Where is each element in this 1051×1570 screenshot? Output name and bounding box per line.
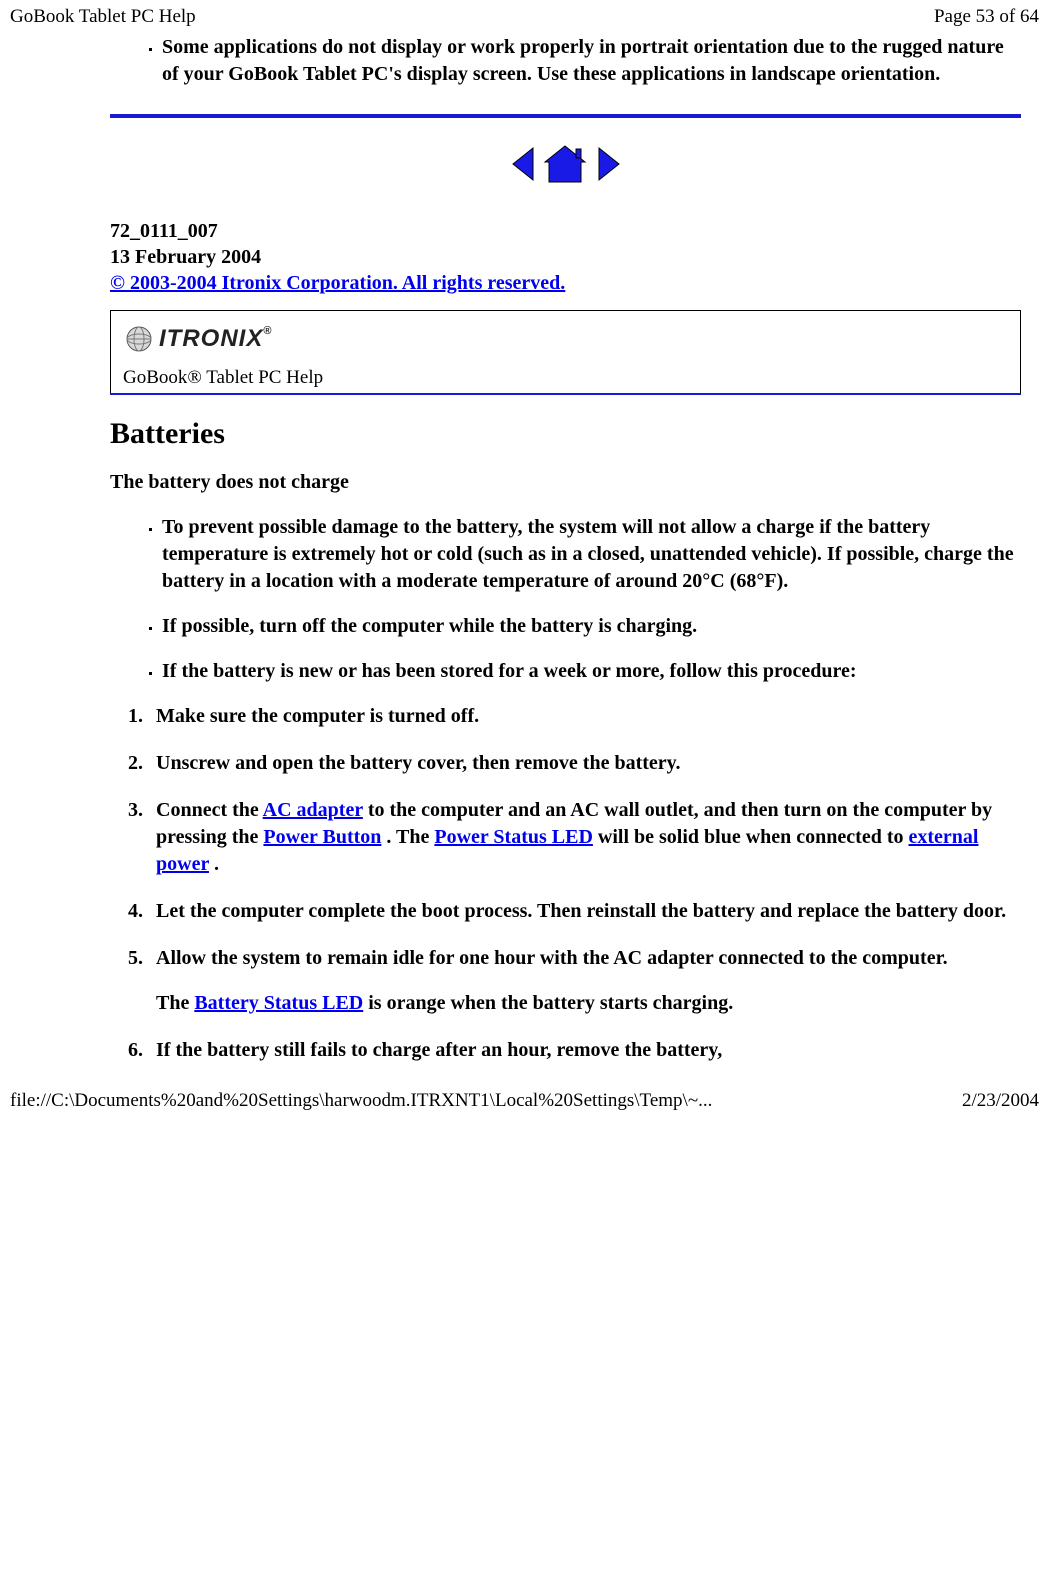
step-text: will be solid blue when connected to — [593, 826, 909, 848]
footer-left: file://C:\Documents%20and%20Settings\har… — [10, 1090, 712, 1112]
step-text: Connect the — [156, 799, 263, 821]
brand-logo: ITRONIX® — [121, 319, 1010, 355]
brand-name: ITRONIX — [159, 325, 263, 352]
step-item: Make sure the computer is turned off. — [148, 703, 1021, 730]
step-item: Allow the system to remain idle for one … — [148, 945, 1021, 1017]
header-right: Page 53 of 64 — [934, 6, 1039, 28]
divider-thin — [110, 393, 1021, 395]
nav-icons — [110, 144, 1021, 184]
power-button-link[interactable]: Power Button — [263, 826, 381, 848]
doc-date: 13 February 2004 — [110, 244, 1021, 270]
top-note-bullet: Some applications do not display or work… — [162, 34, 1021, 88]
step-item: Connect the AC adapter to the computer a… — [148, 797, 1021, 878]
brand-reg: ® — [263, 325, 272, 337]
footer-right: 2/23/2004 — [962, 1090, 1039, 1112]
bullet-item: If possible, turn off the computer while… — [162, 613, 1021, 640]
step-text: . — [209, 853, 219, 875]
brand-help-line: GoBook® Tablet PC Help — [121, 361, 1010, 389]
power-status-led-link[interactable]: Power Status LED — [434, 826, 593, 848]
brand-box: ITRONIX® GoBook® Tablet PC Help — [110, 310, 1021, 393]
doc-id: 72_0111_007 — [110, 218, 1021, 244]
section-title: Batteries — [110, 417, 1021, 451]
step-item: Unscrew and open the battery cover, then… — [148, 750, 1021, 777]
nav-prev-home-next[interactable] — [511, 144, 621, 184]
section-subtitle: The battery does not charge — [110, 471, 1021, 494]
step-item: If the battery still fails to charge aft… — [148, 1037, 1021, 1064]
bullet-item: If the battery is new or has been stored… — [162, 658, 1021, 685]
step-item: Let the computer complete the boot proce… — [148, 898, 1021, 925]
step-text: Allow the system to remain idle for one … — [156, 947, 948, 969]
battery-status-led-link[interactable]: Battery Status LED — [194, 992, 363, 1014]
step-text: The — [156, 992, 194, 1014]
step-text: is orange when the battery starts chargi… — [363, 992, 733, 1014]
step-text: . The — [381, 826, 434, 848]
divider-thick — [110, 114, 1021, 118]
header-left: GoBook Tablet PC Help — [10, 6, 196, 28]
ac-adapter-link[interactable]: AC adapter — [263, 799, 363, 821]
bullet-item: To prevent possible damage to the batter… — [162, 514, 1021, 595]
globe-icon — [125, 325, 153, 353]
copyright-link[interactable]: © 2003-2004 Itronix Corporation. All rig… — [110, 272, 565, 294]
